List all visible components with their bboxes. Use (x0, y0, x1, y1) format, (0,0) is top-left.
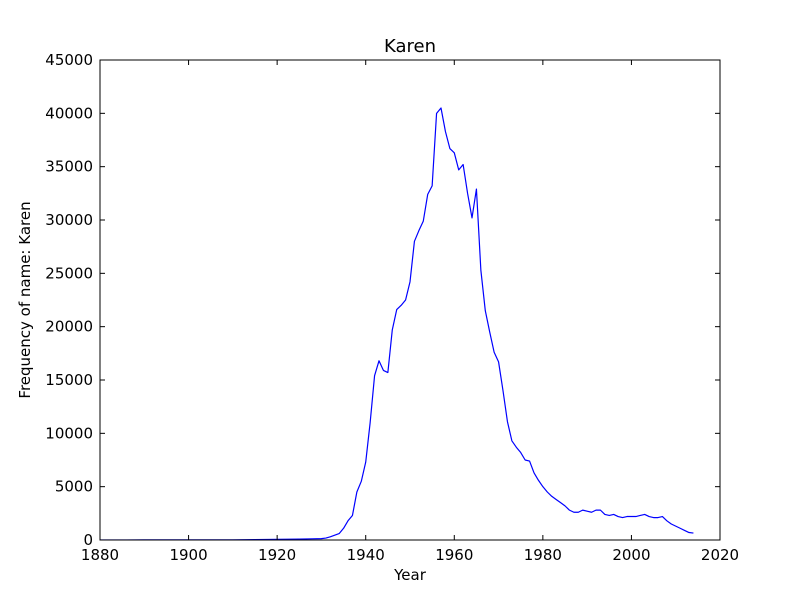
x-tick-label: 1940 (347, 546, 385, 564)
y-tick-label: 40000 (45, 104, 93, 122)
y-tick-label: 15000 (45, 371, 93, 389)
ticks-layer: 1880 1900 1920 1940 1960 1980 2000 2020 0 5000 100… (45, 51, 739, 564)
x-axis-label: Year (393, 566, 427, 584)
x-tick-label: 2000 (612, 546, 650, 564)
y-tick-label: 35000 (45, 158, 93, 176)
x-tick-label: 1920 (258, 546, 296, 564)
x-tick-label: 1980 (524, 546, 562, 564)
y-tick-label: 20000 (45, 318, 93, 336)
y-tick-label: 10000 (45, 424, 93, 442)
y-axis-label: Frequency of name: Karen (16, 201, 34, 398)
y-tick-label: 30000 (45, 211, 93, 229)
x-tick-label: 1900 (169, 546, 207, 564)
y-tick-label: 0 (83, 531, 93, 549)
y-tick-label: 45000 (45, 51, 93, 69)
series-line-0 (99, 107, 694, 541)
x-tick-label: 2020 (701, 546, 739, 564)
plot-frame (99, 59, 721, 541)
y-tick-label: 5000 (55, 478, 93, 496)
y-tick-label: 25000 (45, 264, 93, 282)
series-layer (99, 107, 694, 541)
chart-title: Karen (384, 36, 436, 57)
x-tick-label: 1960 (435, 546, 473, 564)
x-tick-label: 1880 (81, 546, 119, 564)
